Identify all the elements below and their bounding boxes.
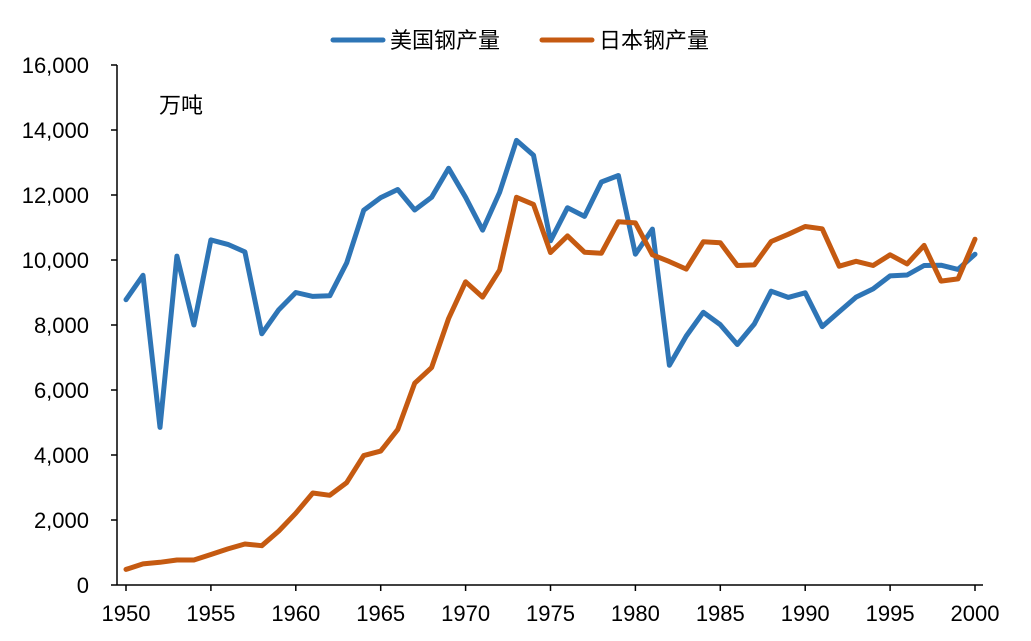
legend: 美国钢产量 日本钢产量 — [330, 28, 709, 53]
y-tick-label: 2,000 — [34, 508, 89, 533]
y-tick-label: 10,000 — [22, 248, 89, 273]
x-tick-label: 1975 — [526, 601, 575, 626]
x-tick-label: 1980 — [611, 601, 660, 626]
x-tick-label: 1985 — [696, 601, 745, 626]
y-tick-label: 8,000 — [34, 313, 89, 338]
y-tick-label: 4,000 — [34, 443, 89, 468]
x-tick-label: 2000 — [951, 601, 1000, 626]
x-tick-label: 1960 — [271, 601, 320, 626]
x-tick-label: 1995 — [866, 601, 915, 626]
x-tick-label: 1950 — [102, 601, 151, 626]
y-axis-ticks: 0 2,000 4,000 6,000 8,000 10,000 12,000 14,000 1… — [22, 53, 117, 598]
x-tick-label: 1955 — [186, 601, 235, 626]
y-tick-label: 16,000 — [22, 53, 89, 78]
y-tick-label: 14,000 — [22, 118, 89, 143]
x-tick-label: 1970 — [441, 601, 490, 626]
unit-label: 万吨 — [159, 93, 203, 118]
legend-label: 日本钢产量 — [599, 28, 709, 53]
series-line-us-steel — [123, 137, 978, 430]
x-axis-ticks: 1950 1955 1960 1965 1970 1975 1980 1985 1990 1995… — [102, 585, 1000, 626]
x-tick-label: 1990 — [781, 601, 830, 626]
legend-label: 美国钢产量 — [390, 28, 500, 53]
y-tick-label: 6,000 — [34, 378, 89, 403]
y-tick-label: 12,000 — [22, 183, 89, 208]
x-tick-label: 1965 — [356, 601, 405, 626]
series-line-japan-steel — [123, 194, 978, 572]
y-tick-label: 0 — [77, 573, 89, 598]
series-group — [123, 137, 978, 572]
